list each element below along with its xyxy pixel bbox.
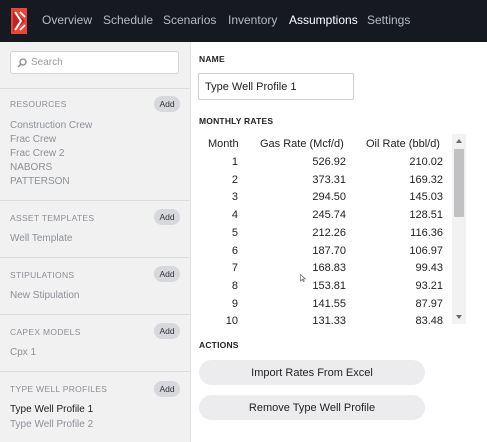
tab-assumptions[interactable]: Assumptions xyxy=(289,13,358,27)
cell-gas-rate: 153.81 xyxy=(312,279,346,292)
add-resource-button[interactable]: Add xyxy=(154,96,180,112)
cell-month: 3 xyxy=(231,191,238,204)
actions-label: ACTIONS xyxy=(199,340,239,350)
table-scrollbar[interactable] xyxy=(452,134,466,324)
cell-month: 8 xyxy=(231,279,238,292)
sidebar-item-frac-crew[interactable]: Frac Crew xyxy=(10,134,57,145)
mouse-cursor-icon xyxy=(300,274,306,282)
cell-oil-rate: 210.02 xyxy=(409,156,443,168)
cell-oil-rate: 99.43 xyxy=(415,262,443,275)
add-capex-model-button[interactable]: Add xyxy=(154,323,180,339)
sidebar-item-well-template[interactable]: Well Template xyxy=(10,233,73,244)
sidebar-item-type-well-profile-2[interactable]: Type Well Profile 2 xyxy=(10,419,94,430)
cell-gas-rate: 141.55 xyxy=(312,297,346,310)
cell-oil-rate: 128.51 xyxy=(409,209,443,222)
cell-oil-rate: 83.48 xyxy=(415,315,443,324)
column-header-month: Month xyxy=(208,138,239,150)
cell-oil-rate: 87.97 xyxy=(415,297,443,310)
scrollbar-thumb[interactable] xyxy=(454,149,464,217)
cell-month: 9 xyxy=(231,297,238,310)
tab-inventory[interactable]: Inventory xyxy=(228,13,278,27)
section-header-type-well-profiles: TYPE WELL PROFILES xyxy=(10,384,108,394)
section-divider xyxy=(0,371,190,372)
add-asset-template-button[interactable]: Add xyxy=(154,209,180,225)
cell-oil-rate: 145.03 xyxy=(409,191,443,204)
cell-oil-rate: 106.97 xyxy=(409,244,443,257)
cell-oil-rate: 93.21 xyxy=(415,279,443,292)
cell-gas-rate: 373.31 xyxy=(312,173,346,186)
monthly-rates-table[interactable]: Month Gas Rate (Mcf/d) Oil Rate (bbl/d) … xyxy=(198,134,466,324)
section-header-stipulations: STIPULATIONS xyxy=(10,270,75,280)
cell-month: 10 xyxy=(225,315,238,324)
scroll-up-arrow-icon[interactable] xyxy=(455,138,463,144)
cell-gas-rate: 168.83 xyxy=(312,262,346,275)
column-header-oil-rate: Oil Rate (bbl/d) xyxy=(366,138,440,150)
cell-gas-rate: 526.92 xyxy=(312,156,346,168)
sidebar-item-type-well-profile-1[interactable]: Type Well Profile 1 xyxy=(10,404,94,415)
tab-scenarios[interactable]: Scenarios xyxy=(163,13,217,27)
section-divider xyxy=(0,88,190,89)
cell-month: 6 xyxy=(231,244,238,257)
name-label: NAME xyxy=(199,54,225,64)
cell-gas-rate: 212.26 xyxy=(312,226,346,239)
section-header-resources: RESOURCES xyxy=(10,99,67,109)
add-stipulation-button[interactable]: Add xyxy=(154,266,180,282)
cell-oil-rate: 116.36 xyxy=(410,226,443,239)
scroll-down-arrow-icon[interactable] xyxy=(455,314,463,320)
section-divider xyxy=(0,257,190,258)
search-input[interactable] xyxy=(31,57,171,68)
profile-name-input[interactable] xyxy=(198,73,354,100)
search-icon xyxy=(17,57,27,67)
section-header-asset-templates: ASSET TEMPLATES xyxy=(10,213,95,223)
top-navigation-bar: Overview Schedule Scenarios Inventory As… xyxy=(0,0,487,42)
section-header-capex-models: CAPEX MODELS xyxy=(10,327,81,337)
monthly-rates-label: MONTHLY RATES xyxy=(199,116,274,126)
cell-month: 7 xyxy=(231,262,238,275)
column-header-gas-rate: Gas Rate (Mcf/d) xyxy=(260,138,344,150)
cell-gas-rate: 131.33 xyxy=(312,315,346,324)
sidebar-item-frac-crew-2[interactable]: Frac Crew 2 xyxy=(10,148,65,159)
import-rates-button[interactable]: Import Rates From Excel xyxy=(199,360,425,385)
tab-overview[interactable]: Overview xyxy=(42,13,93,27)
app-logo-icon[interactable] xyxy=(11,8,27,34)
cell-month: 1 xyxy=(231,156,238,168)
cell-gas-rate: 187.70 xyxy=(312,244,346,257)
sidebar-item-new-stipulation[interactable]: New Stipulation xyxy=(10,290,80,301)
cell-gas-rate: 294.50 xyxy=(312,191,346,204)
section-divider xyxy=(0,200,190,201)
sidebar-item-patterson[interactable]: PATTERSON xyxy=(10,176,70,187)
cell-oil-rate: 169.32 xyxy=(409,173,443,186)
cell-gas-rate: 245.74 xyxy=(312,209,346,222)
add-type-well-profile-button[interactable]: Add xyxy=(154,381,180,397)
cell-month: 2 xyxy=(231,173,238,186)
search-box[interactable] xyxy=(10,51,179,74)
sidebar: RESOURCES Add Construction Crew Frac Cre… xyxy=(0,42,191,442)
sidebar-item-construction-crew[interactable]: Construction Crew xyxy=(10,120,93,131)
remove-type-well-profile-button[interactable]: Remove Type Well Profile xyxy=(199,395,425,420)
sidebar-item-cpx-1[interactable]: Cpx 1 xyxy=(10,347,37,358)
tab-schedule[interactable]: Schedule xyxy=(103,13,154,27)
tab-settings[interactable]: Settings xyxy=(367,13,411,27)
section-divider xyxy=(0,314,190,315)
sidebar-item-nabors[interactable]: NABORS xyxy=(10,162,53,173)
cell-month: 5 xyxy=(231,226,238,239)
cell-month: 4 xyxy=(231,209,238,222)
